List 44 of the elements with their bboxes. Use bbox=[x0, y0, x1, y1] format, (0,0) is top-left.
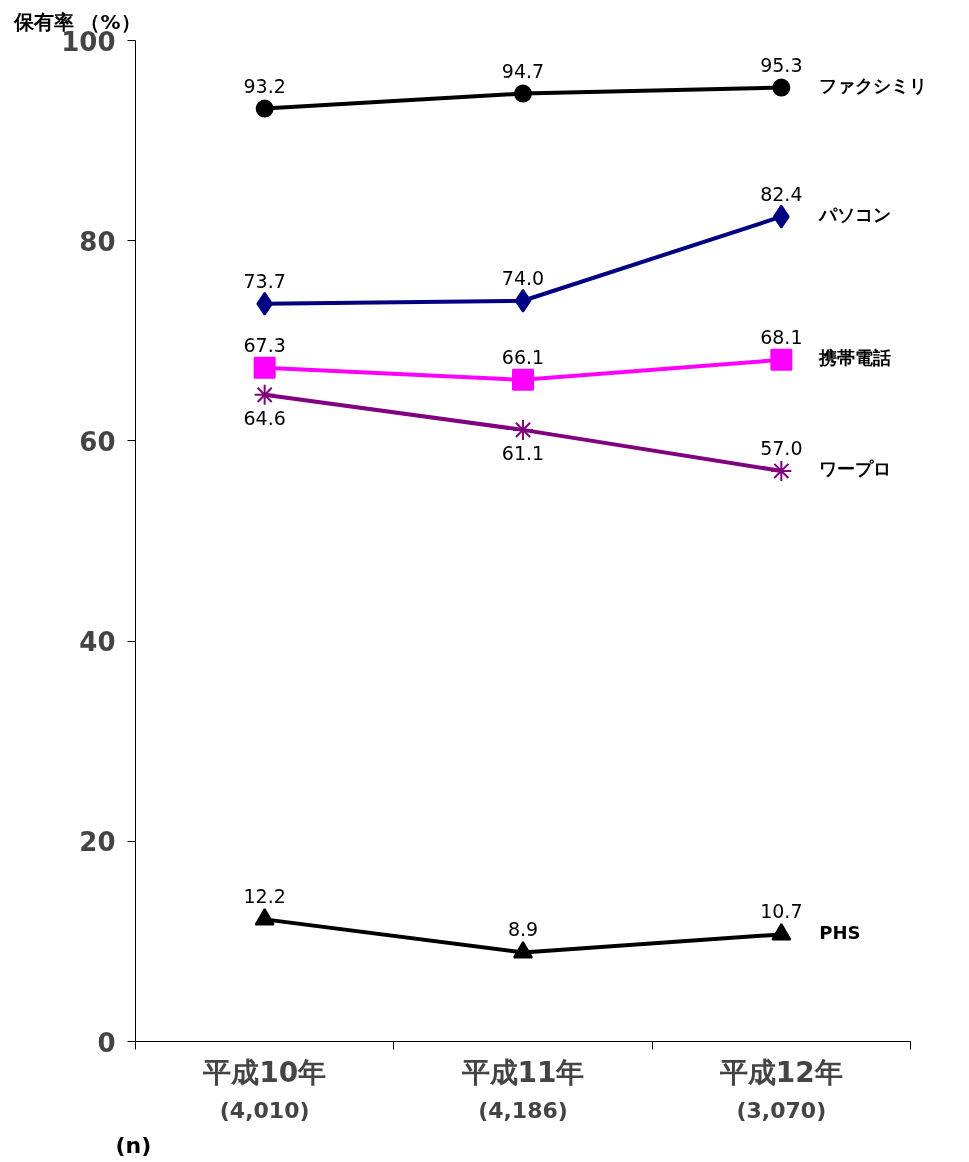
x-tick-label: 平成10年 bbox=[202, 1055, 327, 1089]
point bbox=[771, 923, 792, 941]
data-label: 95.3 bbox=[760, 53, 803, 76]
series-label: PHS bbox=[819, 921, 861, 943]
data-label: 66.1 bbox=[501, 345, 545, 368]
data-label: 12.2 bbox=[243, 885, 286, 908]
data-label: 74.0 bbox=[501, 266, 545, 289]
data-label: 57.0 bbox=[760, 436, 803, 459]
data-label: 68.1 bbox=[760, 325, 803, 348]
data-label: 8.9 bbox=[507, 918, 539, 941]
data-label: 61.1 bbox=[501, 441, 545, 464]
point bbox=[255, 99, 274, 118]
point bbox=[514, 288, 532, 313]
series-label: 携帯電話 bbox=[818, 347, 892, 369]
text: (3,070) bbox=[736, 1097, 827, 1123]
data-label: 82.4 bbox=[760, 182, 803, 205]
point bbox=[514, 84, 532, 103]
x-tick-label: 平成11年 bbox=[460, 1055, 585, 1089]
data-label: 67.3 bbox=[243, 333, 286, 356]
text: (4,010) bbox=[219, 1097, 310, 1123]
point bbox=[512, 418, 534, 441]
data-label: 10.7 bbox=[760, 900, 803, 923]
y-tick-label: 60 bbox=[79, 426, 116, 457]
data-label: 64.6 bbox=[243, 406, 286, 429]
series-label: パソコン bbox=[818, 204, 892, 226]
series-label: ワープロ bbox=[819, 458, 892, 480]
y-tick-label: 80 bbox=[79, 226, 116, 257]
point bbox=[254, 907, 275, 926]
point bbox=[770, 459, 793, 482]
point bbox=[513, 941, 533, 959]
series-label: ファクシミリ bbox=[819, 75, 928, 97]
x-tick-label: 平成12年 bbox=[718, 1055, 843, 1089]
y-tick-label: 40 bbox=[79, 627, 116, 658]
text: (n) bbox=[115, 1132, 152, 1158]
point bbox=[512, 368, 534, 391]
text: (4,186) bbox=[478, 1097, 568, 1123]
y-tick-label: 0 bbox=[97, 1027, 116, 1058]
y-tick-label: 20 bbox=[79, 827, 116, 858]
data-label: 94.7 bbox=[501, 59, 545, 82]
data-label: 93.2 bbox=[243, 74, 286, 97]
point bbox=[770, 348, 793, 371]
point bbox=[772, 78, 791, 97]
data-label: 73.7 bbox=[243, 269, 286, 292]
point bbox=[253, 356, 276, 379]
